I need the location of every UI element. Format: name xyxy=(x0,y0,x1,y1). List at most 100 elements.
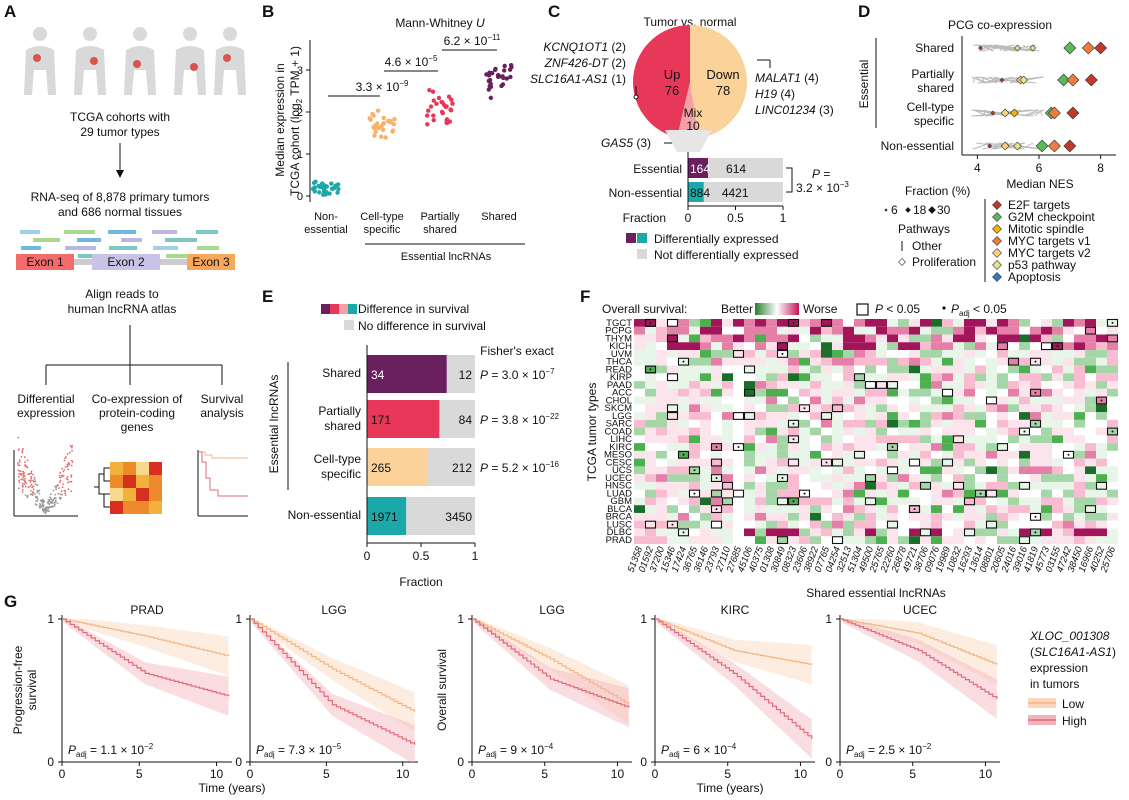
volcano-point xyxy=(54,497,57,500)
padj-dot xyxy=(1100,399,1103,402)
heatmap-cell xyxy=(1107,357,1118,366)
volcano-point xyxy=(60,476,63,478)
volcano-point xyxy=(64,494,67,497)
heatmap-cell xyxy=(898,388,909,397)
heatmap-cell xyxy=(755,458,766,467)
heatmap-cell xyxy=(1041,419,1052,428)
volcano-point xyxy=(22,448,24,450)
heatmap-cell xyxy=(876,481,887,490)
analysis-label: Survival xyxy=(201,392,244,406)
significance-box xyxy=(908,458,921,467)
heatmap-cell xyxy=(810,388,821,397)
mix-gene-label: GAS5 (3) xyxy=(601,136,651,150)
expr-point-1 xyxy=(390,128,396,133)
volcano-point xyxy=(22,475,25,477)
heatmap-cell xyxy=(799,381,810,389)
heatmap-cell xyxy=(777,458,788,467)
heatmap-cell xyxy=(887,350,898,358)
heatmap-cell xyxy=(832,326,843,335)
heatmap-cell xyxy=(909,388,920,397)
align-text: human lncRNA atlas xyxy=(68,302,177,316)
heatmap-cell xyxy=(1008,419,1019,428)
heatmap-cell xyxy=(1008,481,1019,490)
significance-box xyxy=(1029,419,1042,428)
volcano-point xyxy=(48,502,51,505)
heatmap-cell xyxy=(711,319,722,327)
heatmap-cell xyxy=(821,381,832,389)
heatmap-cell xyxy=(1019,497,1030,506)
heatmap-cell xyxy=(942,350,953,358)
heatmap-cell xyxy=(777,505,788,513)
heatmap-cell xyxy=(953,427,964,436)
heatmap-cell xyxy=(909,536,920,544)
significance-box xyxy=(666,373,679,382)
heatmap-cell xyxy=(964,412,975,420)
heatmap-cell xyxy=(1008,443,1019,451)
heatmap-cell xyxy=(821,489,832,498)
legend-line: in tumors xyxy=(1030,677,1079,691)
expr-point-1 xyxy=(371,124,377,130)
significance-box xyxy=(1029,512,1042,521)
significance-box xyxy=(666,334,679,343)
significance-box xyxy=(776,474,789,482)
heatmap-cell xyxy=(821,326,832,335)
heatmap-cell xyxy=(909,466,920,475)
heatmap-cell xyxy=(997,365,1008,374)
pathway-diamond xyxy=(1047,106,1061,120)
heatmap-cell xyxy=(1085,489,1096,498)
heatmap-cell xyxy=(656,357,667,366)
expr-point-0 xyxy=(321,186,326,191)
heatmap-cell xyxy=(931,520,942,529)
heatmap-cell xyxy=(964,404,975,413)
volcano-plot xyxy=(13,436,78,517)
volcano-point xyxy=(18,481,21,484)
volcano-point xyxy=(17,469,20,472)
pathway-diamond xyxy=(992,212,1002,222)
volcano-point xyxy=(70,475,73,478)
heatmap-cell xyxy=(1041,427,1052,436)
heatmap-cell xyxy=(810,342,821,351)
fisher-p-value: P = 3.8 × 10−22 xyxy=(480,412,560,427)
bar-nodiff-value: 12 xyxy=(459,368,473,382)
heatmap-cell xyxy=(777,497,788,506)
heatmap-cell xyxy=(634,474,645,482)
volcano-point xyxy=(18,448,20,451)
heatmap-cell xyxy=(810,404,821,413)
heatmap-cell xyxy=(843,319,854,327)
heatmap-cell xyxy=(1030,381,1041,389)
heatmap-cell xyxy=(1008,474,1019,482)
heatmap-cell xyxy=(986,396,997,405)
heatmap-cell xyxy=(942,381,953,389)
heatmap-cell xyxy=(876,357,887,366)
heatmap-cell xyxy=(1030,326,1041,335)
heatmap-cell xyxy=(788,373,799,382)
other-pathway-tick xyxy=(982,76,1043,84)
volcano-point xyxy=(33,478,36,481)
heatmap-cell xyxy=(634,365,645,374)
heatmap-cell xyxy=(722,528,733,537)
heatmap-cell xyxy=(689,528,700,537)
heatmap-cell xyxy=(942,489,953,498)
fisher-p-value: P = 5.2 × 10−16 xyxy=(480,460,560,475)
heatmap-cell xyxy=(700,412,711,420)
heatmap-cell xyxy=(986,404,997,413)
panel-label-C: C xyxy=(548,2,560,21)
x-axis-label: Shared essential lncRNAs xyxy=(806,586,945,600)
heatmap-cell xyxy=(821,443,832,451)
heatmap-cell xyxy=(755,497,766,506)
heatmap-cell xyxy=(755,435,766,444)
volcano-point xyxy=(41,503,44,505)
volcano-point xyxy=(59,476,61,479)
legend-swatch xyxy=(339,304,348,314)
legend-label: Not differentially expressed xyxy=(654,248,799,262)
heatmap-cell xyxy=(744,512,755,521)
row-label-luad: LUAD xyxy=(607,488,632,499)
heatmap-cell xyxy=(865,520,876,529)
volcano-point xyxy=(53,505,56,507)
legend-line: expression xyxy=(1030,661,1088,675)
heatmap-cell xyxy=(634,412,645,420)
volcano-point xyxy=(69,445,72,447)
pathway-kind-label: Other xyxy=(912,239,942,253)
volcano-point xyxy=(19,473,22,476)
heatmap-cell xyxy=(832,528,843,537)
